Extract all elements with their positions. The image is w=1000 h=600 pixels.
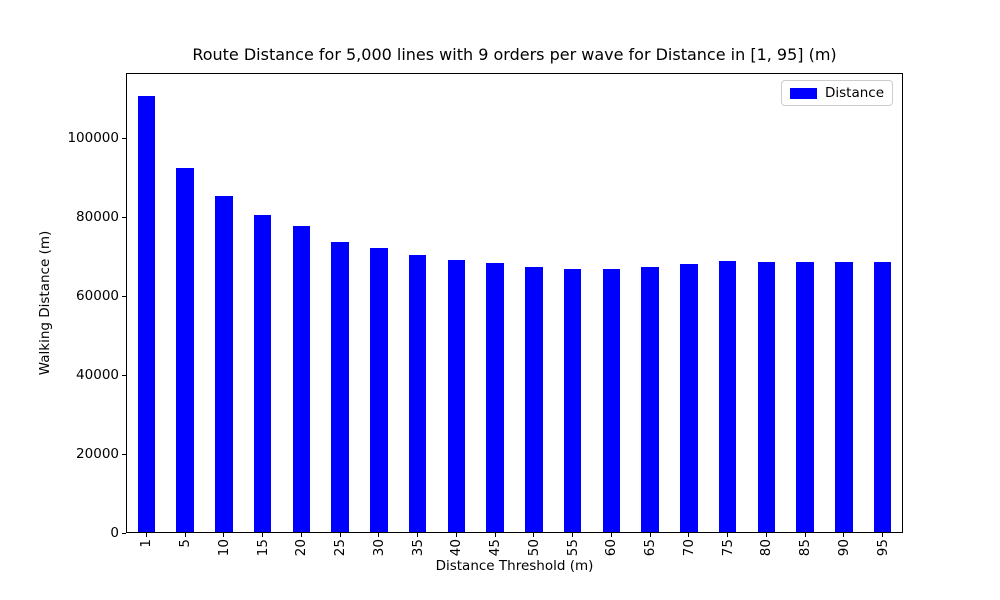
bar — [486, 263, 504, 532]
y-tick-label: 60000 — [76, 288, 119, 305]
x-tick-label: 70 — [680, 539, 697, 557]
bar — [757, 262, 776, 532]
bars-group — [127, 74, 902, 532]
x-tick-mark — [184, 533, 186, 537]
x-tick-label: 85 — [797, 539, 814, 557]
bar — [835, 262, 853, 532]
x-tick-label: 15 — [254, 539, 271, 557]
x-tick-label: 90 — [835, 539, 852, 557]
x-tick-mark — [843, 533, 845, 537]
x-tick-label: 65 — [642, 539, 659, 557]
bar — [292, 225, 311, 532]
x-tick-label: 60 — [603, 539, 620, 557]
x-tick-mark — [417, 533, 419, 537]
x-tick-mark — [339, 533, 341, 537]
x-tick-mark — [610, 533, 612, 537]
y-tick-label: 100000 — [67, 130, 119, 147]
x-tick-label: 75 — [719, 539, 736, 557]
x-tick-mark — [727, 533, 729, 537]
bar — [873, 261, 892, 532]
y-tick-label: 20000 — [76, 446, 119, 463]
legend-swatch-icon — [789, 87, 817, 99]
bar — [331, 241, 349, 532]
x-axis-label: Distance Threshold (m) — [435, 558, 594, 574]
x-tick-label: 80 — [758, 539, 775, 557]
bar — [215, 196, 233, 532]
x-tick-label: 10 — [215, 539, 232, 557]
x-tick-mark — [533, 533, 535, 537]
x-tick-label: 25 — [332, 539, 349, 557]
bar — [796, 262, 814, 532]
y-tick-mark — [122, 137, 126, 139]
bar — [447, 259, 466, 532]
y-tick-mark — [122, 374, 126, 376]
bar — [718, 260, 737, 532]
x-tick-mark — [378, 533, 380, 537]
x-tick-label: 45 — [487, 539, 504, 557]
x-tick-mark — [223, 533, 225, 537]
y-tick-label: 0 — [110, 525, 119, 541]
bar — [137, 95, 156, 532]
y-tick-label: 80000 — [76, 209, 119, 226]
x-tick-label: 50 — [525, 539, 542, 557]
x-tick-label: 95 — [874, 539, 891, 557]
x-tick-label: 30 — [370, 539, 387, 557]
bar — [408, 255, 427, 532]
x-tick-mark — [455, 533, 457, 537]
x-tick-mark — [494, 533, 496, 537]
x-tick-mark — [649, 533, 651, 537]
bar — [602, 268, 621, 532]
x-tick-mark — [765, 533, 767, 537]
chart-title: Route Distance for 5,000 lines with 9 or… — [192, 45, 837, 64]
plot-area: Distance — [126, 73, 903, 533]
x-tick-mark — [804, 533, 806, 537]
bar — [525, 266, 543, 532]
x-tick-mark — [688, 533, 690, 537]
x-tick-label: 40 — [448, 539, 465, 557]
bar — [563, 268, 582, 532]
x-tick-mark — [572, 533, 574, 537]
bar — [370, 248, 388, 532]
x-tick-label: 20 — [293, 539, 310, 557]
y-tick-mark — [122, 453, 126, 455]
legend: Distance — [780, 80, 893, 106]
x-tick-mark — [145, 533, 147, 537]
y-tick-mark — [122, 295, 126, 297]
x-tick-mark — [882, 533, 884, 537]
y-tick-label: 40000 — [76, 367, 119, 384]
bar — [680, 263, 698, 532]
x-tick-label: 5 — [177, 539, 194, 548]
legend-label: Distance — [824, 85, 884, 101]
x-tick-label: 55 — [564, 539, 581, 557]
y-tick-mark — [122, 532, 126, 534]
bar — [253, 214, 272, 532]
bar — [641, 267, 659, 532]
x-tick-mark — [300, 533, 302, 537]
x-tick-mark — [262, 533, 264, 537]
bar — [176, 167, 194, 532]
x-tick-label: 35 — [409, 539, 426, 557]
y-tick-mark — [122, 216, 126, 218]
x-tick-label: 1 — [138, 539, 155, 548]
